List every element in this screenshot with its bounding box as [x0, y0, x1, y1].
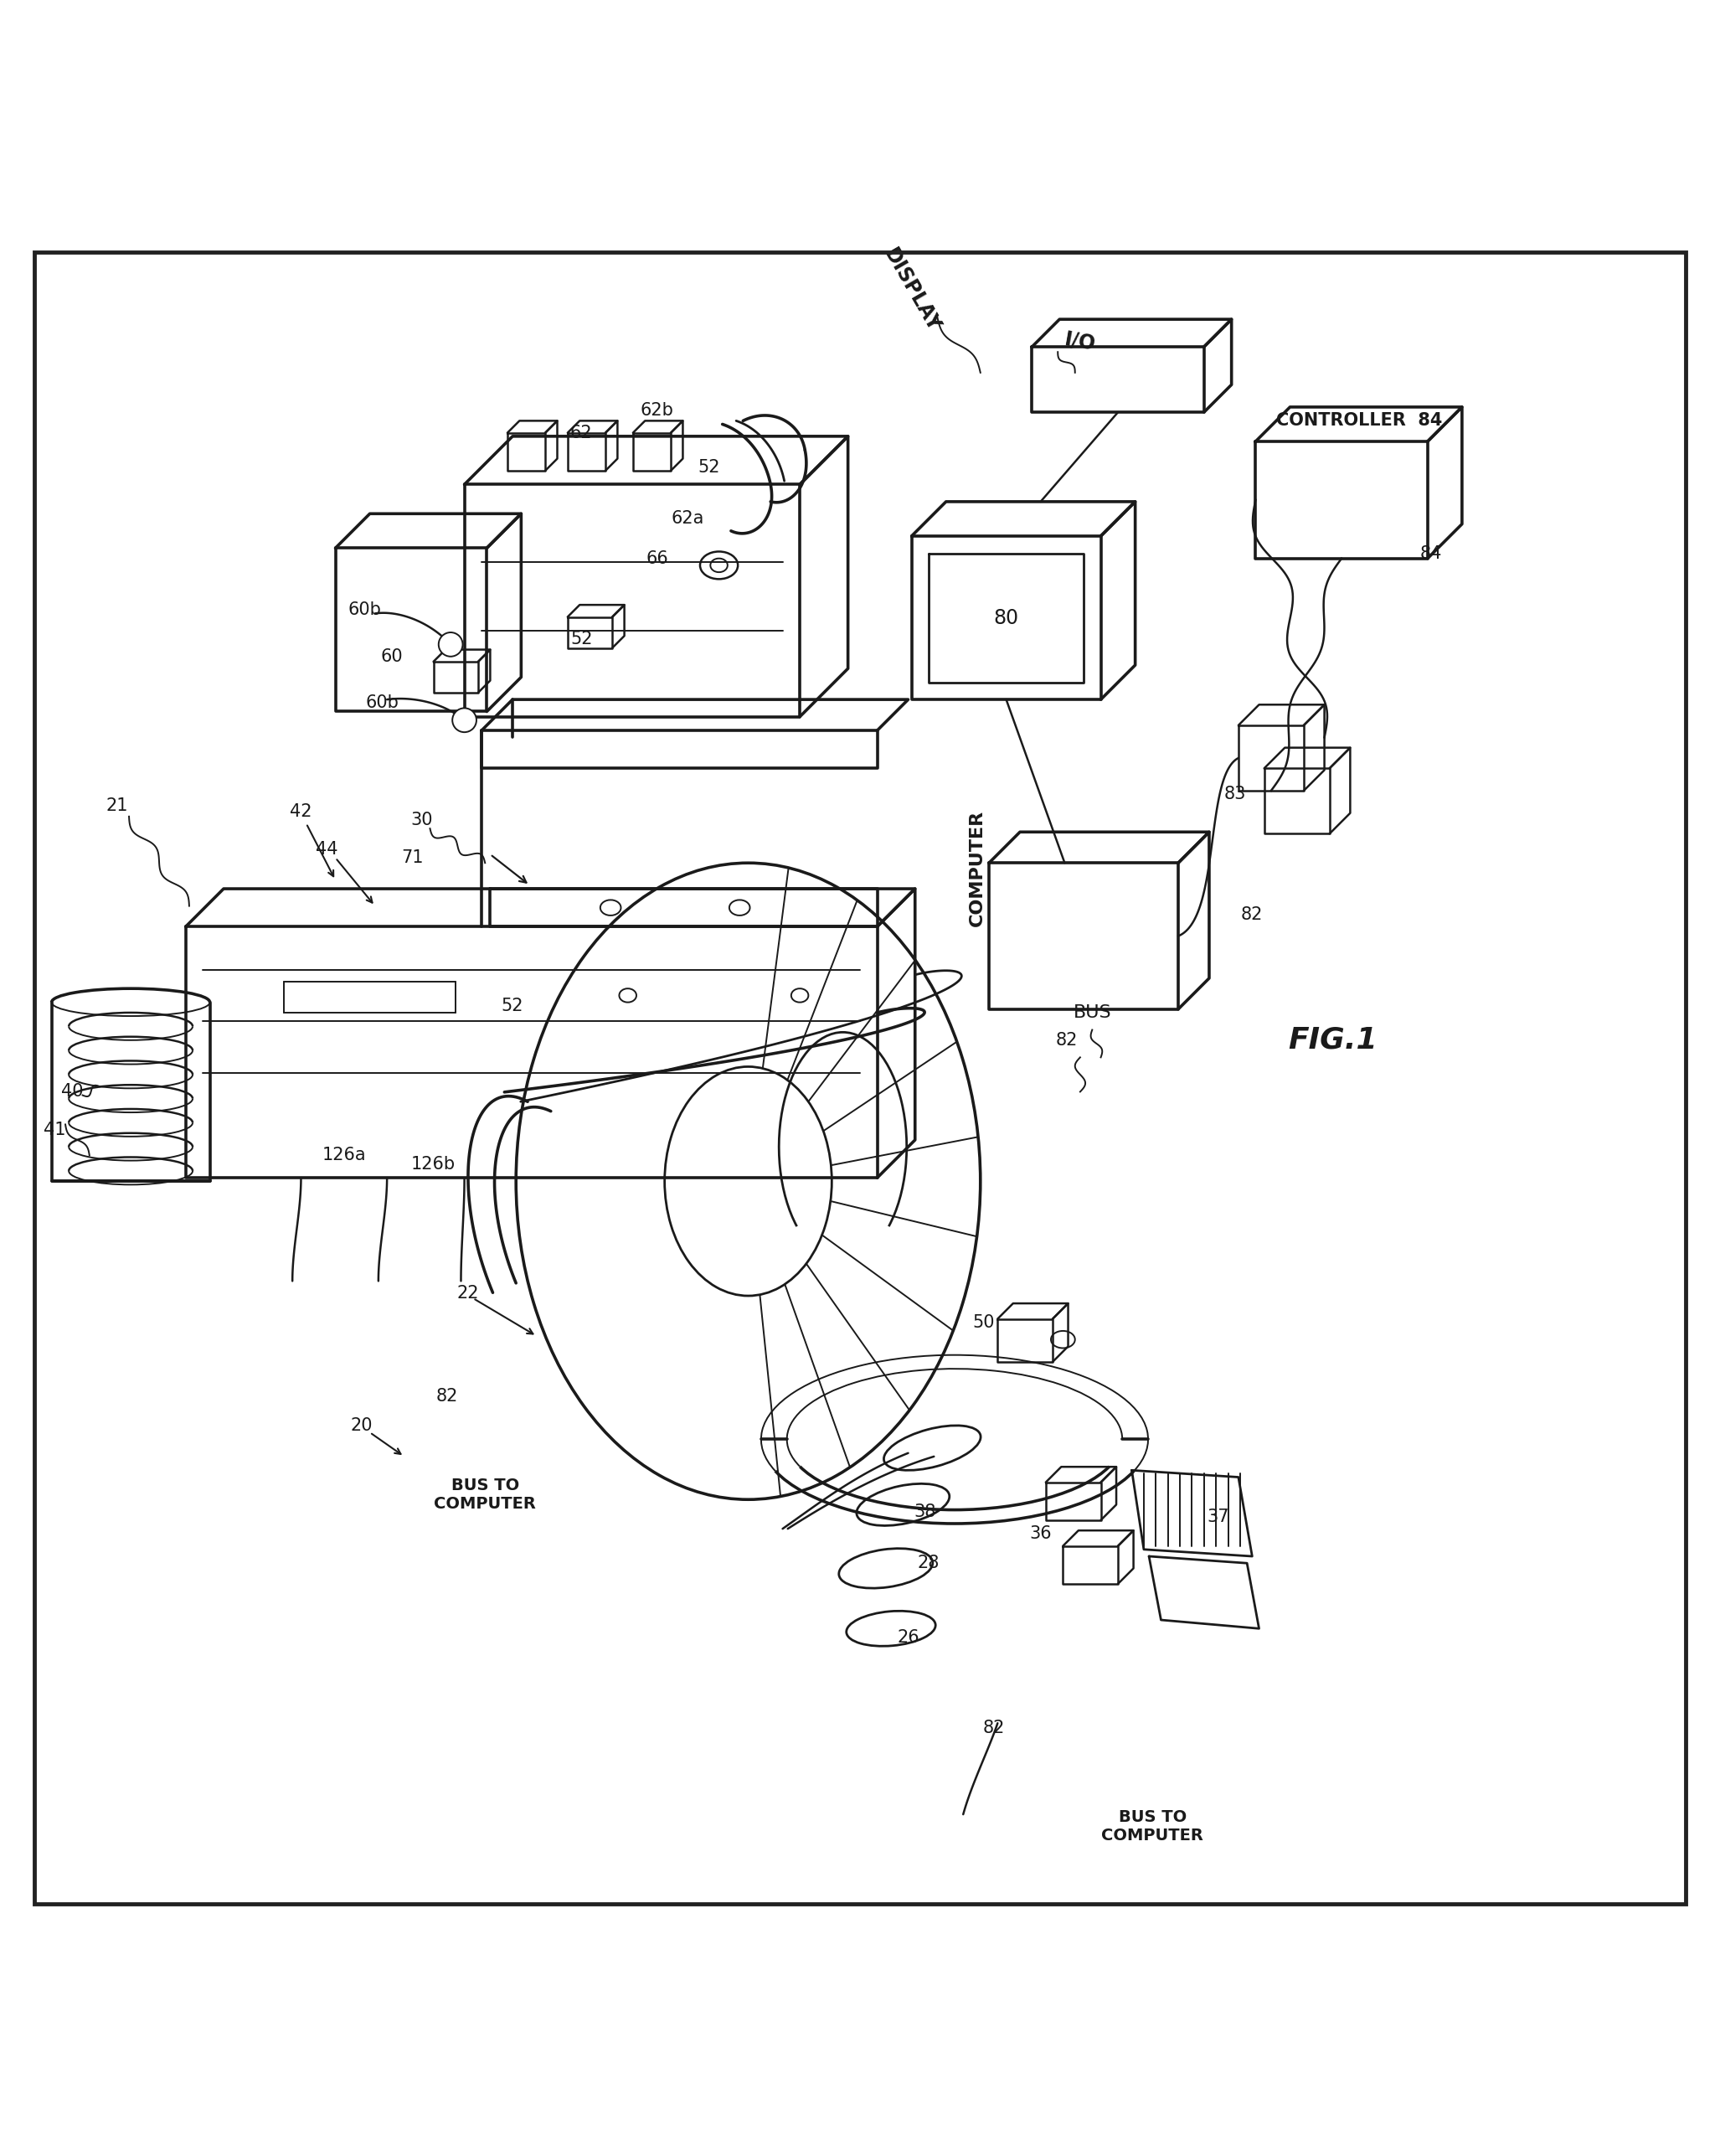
- Text: DISPLAY: DISPLAY: [879, 246, 944, 336]
- Text: 52: 52: [571, 632, 592, 647]
- Text: 26: 26: [898, 1628, 918, 1645]
- Text: FIG.1: FIG.1: [1288, 1026, 1378, 1054]
- Text: 83: 83: [1225, 785, 1245, 802]
- Text: COMPUTER: COMPUTER: [968, 811, 986, 927]
- Text: 84: 84: [1421, 545, 1441, 563]
- Text: BUS TO
COMPUTER: BUS TO COMPUTER: [433, 1477, 537, 1511]
- Text: 21: 21: [107, 798, 127, 815]
- Text: CONTROLLER  84: CONTROLLER 84: [1276, 412, 1443, 429]
- Text: 36: 36: [1030, 1526, 1051, 1542]
- Text: 80: 80: [994, 608, 1018, 627]
- Text: 126a: 126a: [322, 1147, 366, 1164]
- Text: 28: 28: [918, 1554, 939, 1572]
- Text: 52: 52: [698, 459, 719, 476]
- Text: 82: 82: [437, 1388, 458, 1406]
- Text: 60: 60: [382, 649, 402, 664]
- Text: BUS: BUS: [1073, 1005, 1111, 1022]
- Text: 22: 22: [458, 1285, 478, 1302]
- Text: 60b: 60b: [347, 602, 382, 619]
- Text: 60b: 60b: [365, 694, 399, 711]
- Circle shape: [452, 707, 476, 733]
- Text: 37: 37: [1207, 1509, 1228, 1524]
- Text: 126b: 126b: [411, 1156, 456, 1173]
- Text: 82: 82: [984, 1720, 1004, 1738]
- Text: 40: 40: [62, 1082, 83, 1100]
- Text: 38: 38: [915, 1503, 936, 1520]
- Text: 20: 20: [351, 1416, 372, 1434]
- Text: BUS TO
COMPUTER: BUS TO COMPUTER: [1101, 1809, 1204, 1843]
- Text: 71: 71: [402, 849, 423, 867]
- Text: 66: 66: [645, 550, 669, 567]
- Text: 62b: 62b: [640, 401, 674, 418]
- Text: 82: 82: [1242, 906, 1262, 923]
- Text: 62a: 62a: [671, 511, 705, 528]
- Text: 50: 50: [974, 1313, 994, 1330]
- Text: 41: 41: [45, 1121, 65, 1138]
- Text: 44: 44: [316, 841, 337, 858]
- Text: 30: 30: [411, 811, 432, 828]
- Text: 42: 42: [291, 802, 311, 819]
- Circle shape: [439, 632, 463, 655]
- Text: 82: 82: [1056, 1033, 1077, 1048]
- Text: 52: 52: [502, 998, 523, 1013]
- Text: 62: 62: [571, 425, 592, 442]
- Text: I/O: I/O: [1063, 330, 1097, 354]
